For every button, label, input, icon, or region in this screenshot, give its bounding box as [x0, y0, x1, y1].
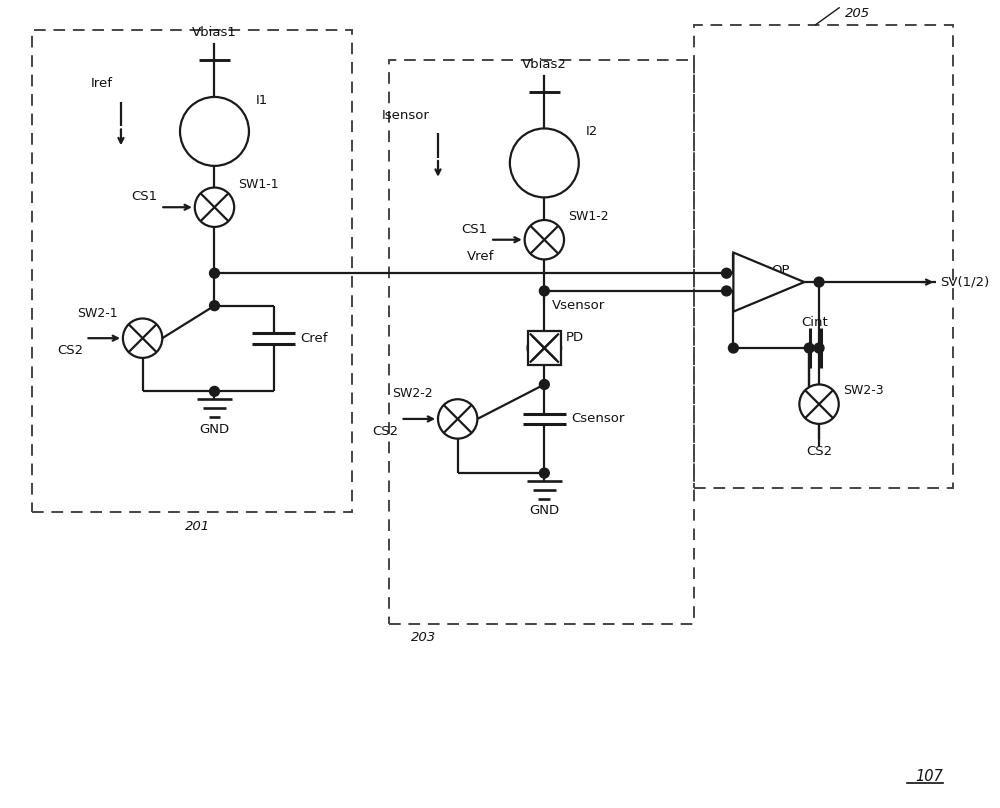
- Text: CS2: CS2: [372, 425, 399, 438]
- Circle shape: [510, 128, 579, 197]
- Circle shape: [814, 277, 824, 287]
- Text: Csensor: Csensor: [571, 412, 624, 426]
- Circle shape: [722, 268, 731, 278]
- Polygon shape: [528, 331, 561, 364]
- Text: GND: GND: [199, 423, 230, 436]
- Circle shape: [799, 385, 839, 424]
- Text: 201: 201: [185, 520, 210, 533]
- Text: SW1-2: SW1-2: [568, 210, 609, 223]
- Text: 203: 203: [411, 632, 437, 645]
- Text: 107: 107: [915, 769, 943, 785]
- Circle shape: [195, 187, 234, 227]
- Text: SW2-2: SW2-2: [392, 387, 433, 400]
- Circle shape: [438, 399, 477, 439]
- Circle shape: [539, 468, 549, 478]
- Text: CS2: CS2: [57, 344, 84, 357]
- Circle shape: [210, 386, 219, 396]
- Text: Cint: Cint: [802, 317, 828, 330]
- Text: I2: I2: [586, 125, 598, 138]
- Circle shape: [180, 97, 249, 166]
- Text: I1: I1: [256, 94, 268, 107]
- Bar: [389, 60, 694, 624]
- Text: Vref: Vref: [467, 250, 494, 263]
- Text: Vsensor: Vsensor: [552, 299, 605, 312]
- Text: OP: OP: [771, 264, 789, 277]
- Circle shape: [728, 343, 738, 353]
- Text: Cref: Cref: [300, 332, 328, 345]
- Text: SW1-1: SW1-1: [238, 178, 279, 191]
- Text: SV(1/2): SV(1/2): [940, 276, 989, 288]
- Text: Iref: Iref: [91, 77, 113, 90]
- Text: Vbias1: Vbias1: [192, 26, 237, 39]
- Text: SW2-1: SW2-1: [77, 306, 118, 319]
- Circle shape: [123, 318, 162, 358]
- Circle shape: [814, 343, 824, 353]
- Circle shape: [525, 220, 564, 259]
- Text: CS1: CS1: [131, 191, 157, 204]
- Circle shape: [210, 268, 219, 278]
- Circle shape: [722, 286, 731, 296]
- Text: SW2-3: SW2-3: [843, 385, 883, 398]
- Circle shape: [210, 301, 219, 310]
- Text: Isensor: Isensor: [382, 108, 430, 122]
- Text: CS1: CS1: [461, 223, 487, 236]
- Text: CS2: CS2: [806, 445, 832, 458]
- Text: Vbias2: Vbias2: [522, 58, 567, 71]
- Circle shape: [539, 380, 549, 389]
- Bar: [32, 30, 352, 512]
- Polygon shape: [733, 253, 804, 312]
- Text: 205: 205: [845, 7, 870, 20]
- Text: GND: GND: [529, 504, 559, 517]
- Text: PD: PD: [566, 331, 584, 344]
- Bar: [694, 25, 953, 488]
- Circle shape: [528, 331, 561, 364]
- Circle shape: [804, 343, 814, 353]
- Circle shape: [539, 286, 549, 296]
